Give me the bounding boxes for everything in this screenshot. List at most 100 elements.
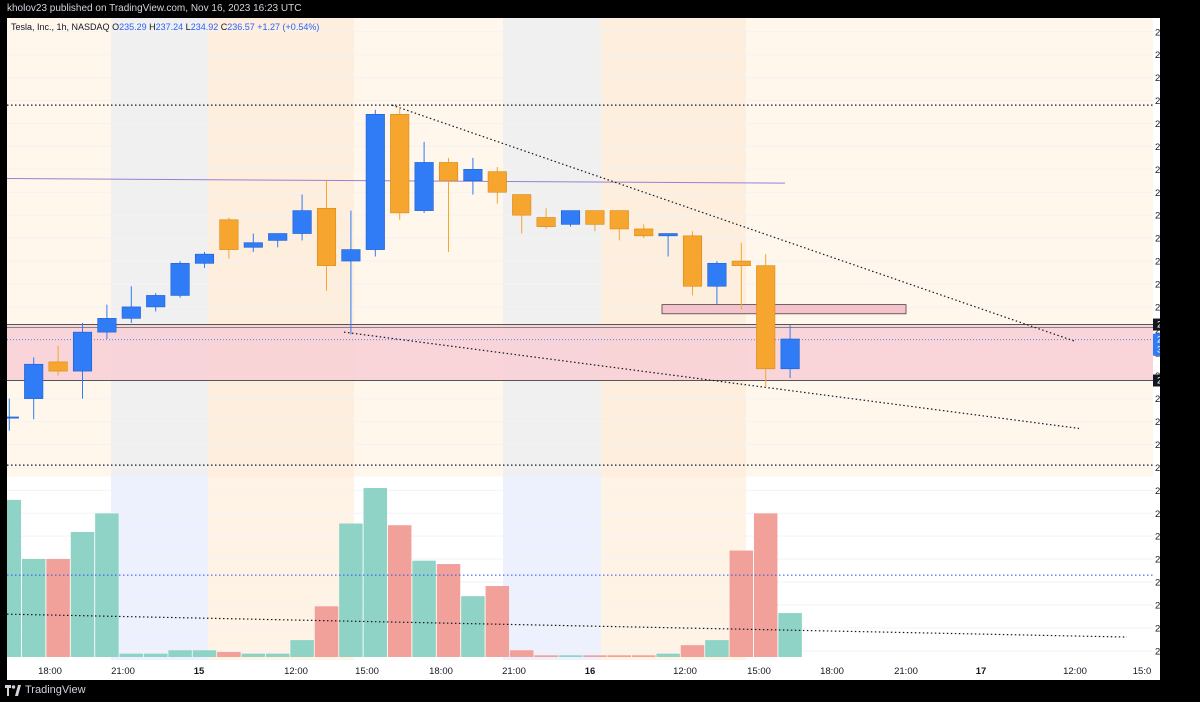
candle-body (536, 217, 556, 227)
price-tick-label: 237.00 (1155, 325, 1160, 336)
time-tick-label: 21:00 (111, 666, 135, 677)
price-badges: 237.23 236.5736:35 234.79 (1153, 318, 1160, 387)
volume-bar (217, 651, 241, 657)
zone-low-badge-bg (1153, 374, 1160, 387)
volume-bar (339, 523, 363, 657)
volume-bar (509, 650, 534, 657)
candle-body (731, 260, 751, 266)
price-tick-label: 226.00 (1155, 578, 1160, 589)
small-zone (661, 304, 907, 315)
price-tick-label: 232.00 (1155, 440, 1160, 451)
time-tick-label: 15 (194, 666, 205, 677)
volume-bar (778, 613, 802, 657)
candle-body (487, 171, 507, 193)
volume-bar (753, 513, 778, 657)
candle-body (634, 228, 654, 237)
candle-body (292, 210, 312, 234)
price-tick-label: 246.00 (1155, 119, 1160, 130)
time-tick-label: 21:00 (894, 666, 918, 677)
volume-bar (705, 640, 729, 657)
price-tick-label: 243.00 (1155, 188, 1160, 199)
price-zones (7, 304, 1153, 382)
low-value: 234.92 (190, 22, 219, 32)
candle-body (146, 295, 166, 308)
volume-bar (631, 655, 656, 657)
high-label: H (149, 22, 156, 32)
volume-bar (265, 653, 290, 657)
last-price-badge: 236.57 (1157, 335, 1160, 345)
session-band-lower (111, 476, 208, 660)
volume-bar (607, 655, 632, 657)
time-tick-label: 15:0 (1133, 666, 1152, 677)
time-tick-label: 15:00 (747, 666, 771, 677)
candle-body (560, 210, 581, 225)
open-value: 235.29 (119, 22, 147, 32)
support-zone (7, 324, 1153, 381)
high-value: 237.24 (155, 22, 184, 32)
candle-body (97, 318, 117, 333)
candle-body (609, 210, 629, 230)
volume-bar (46, 559, 70, 657)
price-tick-label: 249.00 (1155, 50, 1160, 61)
volume-bars (7, 488, 802, 657)
price-tick-label: 229.00 (1155, 509, 1160, 520)
volume-bar (7, 499, 22, 657)
price-tick-label: 234.00 (1155, 394, 1160, 405)
price-tick-label: 241.00 (1155, 234, 1160, 245)
symbol-title: Tesla, Inc., 1h, NASDAQ (11, 22, 110, 32)
time-tick-label: 15:00 (355, 666, 379, 677)
change-value: +1.27 (+0.54%) (257, 22, 320, 32)
open-label: O (112, 22, 120, 32)
volume-bar (21, 559, 46, 657)
candle-body (682, 235, 703, 287)
price-tick-label: 240.00 (1155, 257, 1160, 268)
price-tick-label: 231.00 (1155, 463, 1160, 474)
price-tick-label: 242.00 (1155, 211, 1160, 222)
session-band-lower (503, 476, 601, 660)
volume-bar (412, 560, 436, 657)
volume-bar (534, 655, 558, 657)
volume-bar (461, 596, 485, 657)
candle-body (341, 249, 361, 262)
countdown-badge: 36:35 (1157, 345, 1160, 355)
candle-body (658, 233, 678, 237)
volume-bar (168, 650, 192, 657)
candle-body (24, 363, 44, 399)
price-tick-label: 239.00 (1155, 279, 1160, 290)
price-tick-label: 250.00 (1155, 27, 1160, 38)
time-tick-label: 18:00 (820, 666, 844, 677)
candle-body (243, 242, 263, 248)
time-tick-label: 12:00 (284, 666, 308, 677)
time-tick-label: 16 (585, 666, 596, 677)
volume-bar (241, 653, 266, 657)
candle-body (268, 233, 288, 241)
time-tick-label: 12:00 (673, 666, 697, 677)
tradingview-icon (5, 684, 21, 696)
candle-body (194, 253, 215, 264)
price-tick-label: 245.00 (1155, 142, 1160, 153)
time-tick-label: 12:00 (1063, 666, 1087, 677)
tradingview-logo[interactable]: TradingView (5, 684, 86, 696)
candle-body (756, 265, 776, 370)
time-tick-label: 18:00 (38, 666, 62, 677)
price-chart[interactable]: 223.00 224.00 225.00 226.00 227.00 228.00 229.… (7, 18, 1160, 680)
candle-body (707, 263, 727, 287)
price-tick-label: 233.00 (1155, 417, 1160, 428)
zone-high-badge: 237.23 (1157, 320, 1160, 330)
volume-bar (290, 640, 314, 657)
volume-bar (583, 655, 607, 657)
brand-name: TradingView (25, 684, 86, 696)
volume-bar (485, 586, 510, 657)
volume-bar (192, 650, 217, 657)
candle-body (585, 210, 605, 225)
price-tick-label: 223.00 (1155, 646, 1160, 657)
volume-bar (314, 606, 339, 657)
time-axis: 18:00 21:00 15 12:00 15:00 18:00 21:00 16 12:00 1… (7, 660, 1160, 680)
volume-bar (363, 488, 388, 657)
price-tick-label: 244.00 (1155, 165, 1160, 176)
candle-body (512, 194, 532, 216)
publisher-bar: kholov23 published on TradingView.com, N… (0, 0, 1200, 18)
price-tick-label: 227.00 (1155, 555, 1160, 566)
time-tick-label: 18:00 (429, 666, 453, 677)
